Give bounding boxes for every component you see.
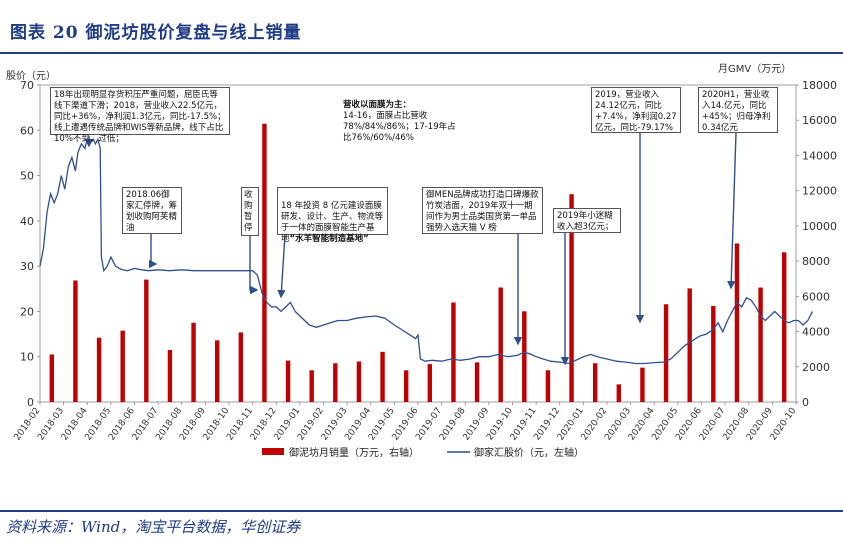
gmv-bar [333,363,338,402]
stock-price-line [39,137,814,365]
smart-factory-text: 18 年投资 8 亿元建设面膜研发、设计、生产、物流等于一体的面膜智能生产基地 [281,201,384,244]
mask-revenue-text: 14-16，面膜占比营收78%/84%/86%；17-19年占比76%/60%/… [343,111,456,143]
gmv-bar [285,360,291,402]
legend-line-label: 御家汇股价（元，左轴） [474,446,584,459]
legend-bar-swatch [262,448,284,455]
annotation-arrow [149,234,158,269]
stock-price-path [39,137,814,365]
gmv-bar [356,361,362,402]
annotation-2019-revenue: 2019，营业收入24.12亿元，同比+7.4%，净利润0.27亿元，同比-79… [591,87,681,133]
gmv-bar [309,370,314,402]
legend-bar-label: 御泥坊月销量（万元，右轴） [289,446,419,459]
right-tick-label: 6000 [802,290,830,303]
chart: 0 10 20 30 40 50 60 70 0 2000 4000 6000 8000 10000 12… [6,63,837,459]
figure-title: 图表 20 御泥坊股价复盘与线上销量 [10,23,302,43]
gmv-bar [214,340,220,402]
annotation-2020h1: 2020H1，营业收入14.亿元，同比+45%；归母净利0.34亿元 [698,87,778,133]
left-tick-label: 10 [20,351,34,364]
right-tick-label: 12000 [802,185,837,198]
gmv-bar [73,280,78,402]
gmv-bar [522,311,527,402]
gmv-bar [640,367,645,402]
annotation-mask-revenue: 营收以面膜为主： 14-16，面膜占比营收78%/84%/86%；17-19年占… [340,87,464,143]
gmv-bar [427,364,433,402]
title-rule [0,52,843,54]
annotation-suspension: 2018.06御家汇停牌，筹划收购阿芙精油 [122,187,182,234]
gmv-bar [144,279,149,402]
left-axis-title: 股价（元） [6,70,56,82]
annotation-arrow [249,236,259,295]
annotation-acquisition-paused: 收购暂停 [241,187,259,236]
gmv-bar [498,287,503,402]
gmv-bar [191,322,196,402]
gmv-bar [734,243,740,402]
gmv-bar [49,354,55,402]
gmv-bar [616,384,622,402]
source-note: 资料来源：Wind，淘宝平台数据，华创证券 [6,518,301,536]
mask-revenue-title: 营收以面膜为主： [343,100,412,110]
gmv-bars [49,123,787,402]
right-tick-label: 2000 [802,361,830,374]
annotation-smart-factory: 18 年投资 8 亿元建设面膜研发、设计、生产、物流等于一体的面膜智能生产基地“… [277,187,388,244]
annotation-xiaomihu: 2019年小迷糊收入超3亿元； [553,208,621,233]
gmv-bar [758,287,763,402]
left-tick-label: 20 [20,305,34,318]
left-tick-label: 0 [27,396,34,409]
annotation-arrows [84,132,737,366]
gmv-bar [167,350,173,402]
gmv-bar [262,123,267,402]
right-axis: 0 2000 4000 6000 8000 10000 12000 14000 16000 180… [796,79,837,409]
smart-factory-bold: “水羊智能制造基地” [289,234,369,244]
right-tick-label: 16000 [802,114,837,127]
left-tick-label: 50 [20,170,34,183]
gmv-bar [663,304,669,402]
right-tick-label: 18000 [802,79,837,92]
annotation-arrow [277,234,286,299]
gmv-bar [592,363,598,402]
right-tick-label: 8000 [802,255,830,268]
right-tick-label: 10000 [802,220,837,233]
gmv-bar [451,302,456,402]
right-tick-label: 14000 [802,149,837,162]
right-tick-label: 0 [802,396,809,409]
annotation-yumen: 御MEN品牌成功打造口碑爆款竹炭洁面，2019年双十一期间作为男士品类国货第一单… [422,187,543,234]
gmv-bar [781,252,787,402]
right-tick-label: 4000 [802,326,830,339]
annotation-inventory: 18年出现明显存货积压严重问题，屈臣氏等线下渠道下滑；2018，营业收入22.5… [50,87,230,144]
left-tick-label: 40 [20,215,34,228]
gmv-bar [711,306,716,402]
left-tick-label: 60 [20,124,34,137]
gmv-bar [545,370,551,402]
gmv-bar [380,351,385,402]
gmv-bar [238,332,244,402]
gmv-bar [96,337,102,402]
gmv-bar [403,370,409,402]
footer-rule [0,510,843,512]
left-axis: 0 10 20 30 40 50 60 70 [20,79,40,409]
gmv-bar [474,362,480,402]
left-tick-label: 70 [20,79,34,92]
legend: 御泥坊月销量（万元，右轴） 御家汇股价（元，左轴） [262,446,584,459]
left-tick-label: 30 [20,260,34,273]
gmv-bar [120,330,125,402]
gmv-bar [569,194,574,402]
right-axis-title: 月GMV（万元） [718,63,791,75]
annotation-arrow [727,132,737,290]
gmv-bar [687,288,692,402]
x-axis: 2018-022018-032018-042018-052018-062018-… [13,402,799,443]
